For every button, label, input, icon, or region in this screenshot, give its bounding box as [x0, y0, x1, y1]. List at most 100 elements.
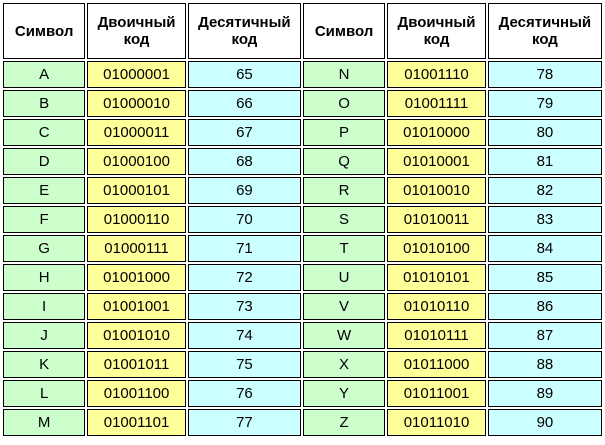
header-cell: Десятичный код: [487, 3, 602, 59]
table-cell: 89: [487, 380, 602, 407]
table-cell: R: [302, 177, 386, 204]
table-cell: 84: [487, 235, 602, 262]
table-row: G 01000111 71 T 01010100 84: [3, 235, 602, 262]
table-cell: 77: [187, 409, 301, 436]
table-cell: Q: [302, 148, 386, 175]
table-row: H 01001000 72 U 01010101 85: [3, 264, 602, 291]
table-cell: Y: [302, 380, 386, 407]
table-row: M 01001101 77 Z 01011010 90: [3, 409, 602, 436]
table-row: B 01000010 66 O 01001111 79: [3, 90, 602, 117]
table-row: K 01001011 75 X 01011000 88: [3, 351, 602, 378]
table-cell: 01001000: [87, 264, 186, 291]
table-cell: 01011010: [387, 409, 486, 436]
table-cell: 73: [187, 293, 301, 320]
table-cell: B: [3, 90, 86, 117]
table-cell: 82: [487, 177, 602, 204]
table-cell: W: [302, 322, 386, 349]
table-cell: 68: [187, 148, 301, 175]
table-cell: 01011001: [387, 380, 486, 407]
table-cell: 90: [487, 409, 602, 436]
table-cell: 01000101: [87, 177, 186, 204]
table-cell: 72: [187, 264, 301, 291]
table-cell: Z: [302, 409, 386, 436]
table-cell: 01000011: [87, 119, 186, 146]
table-cell: 01010000: [387, 119, 486, 146]
table-cell: M: [3, 409, 86, 436]
code-table: Символ Двоичный код Десятичный код Символ Дв…: [1, 1, 604, 438]
table-cell: 01001001: [87, 293, 186, 320]
table-cell: 85: [487, 264, 602, 291]
table-row: I 01001001 73 V 01010110 86: [3, 293, 602, 320]
table-cell: F: [3, 206, 86, 233]
table-cell: 01000111: [87, 235, 186, 262]
table-cell: 01000110: [87, 206, 186, 233]
table-cell: L: [3, 380, 86, 407]
table-cell: X: [302, 351, 386, 378]
table-cell: 01001110: [387, 61, 486, 88]
table-cell: 81: [487, 148, 602, 175]
table-cell: 65: [187, 61, 301, 88]
table-cell: G: [3, 235, 86, 262]
table-cell: H: [3, 264, 86, 291]
table-cell: U: [302, 264, 386, 291]
header-cell: Двоичный код: [387, 3, 486, 59]
table-cell: 01001101: [87, 409, 186, 436]
table-cell: 67: [187, 119, 301, 146]
table-cell: 87: [487, 322, 602, 349]
table-cell: 01010110: [387, 293, 486, 320]
table-cell: 01011000: [387, 351, 486, 378]
table-cell: 01010010: [387, 177, 486, 204]
table-cell: 66: [187, 90, 301, 117]
table-cell: 01000001: [87, 61, 186, 88]
table-cell: 01001010: [87, 322, 186, 349]
table-row: C 01000011 67 P 01010000 80: [3, 119, 602, 146]
table-row: F 01000110 70 S 01010011 83: [3, 206, 602, 233]
table-cell: 88: [487, 351, 602, 378]
table-cell: 75: [187, 351, 301, 378]
header-cell: Десятичный код: [187, 3, 301, 59]
table-row: D 01000100 68 Q 01010001 81: [3, 148, 602, 175]
table-cell: O: [302, 90, 386, 117]
table-cell: 01001100: [87, 380, 186, 407]
table-cell: 01010100: [387, 235, 486, 262]
table-cell: 01010011: [387, 206, 486, 233]
table-row: L 01001100 76 Y 01011001 89: [3, 380, 602, 407]
table-cell: 70: [187, 206, 301, 233]
table-cell: I: [3, 293, 86, 320]
table-cell: 01001011: [87, 351, 186, 378]
table-cell: 01010111: [387, 322, 486, 349]
table-cell: 69: [187, 177, 301, 204]
header-cell: Символ: [3, 3, 86, 59]
table-body: A 01000001 65 N 01001110 78 B 01000010 66 O 010011…: [3, 61, 602, 436]
table-cell: 01001111: [387, 90, 486, 117]
table-cell: 76: [187, 380, 301, 407]
table-cell: D: [3, 148, 86, 175]
table-cell: K: [3, 351, 86, 378]
table-cell: 79: [487, 90, 602, 117]
table-cell: 78: [487, 61, 602, 88]
table-cell: P: [302, 119, 386, 146]
table-cell: 86: [487, 293, 602, 320]
table-cell: C: [3, 119, 86, 146]
table-cell: 71: [187, 235, 301, 262]
table-cell: 01010001: [387, 148, 486, 175]
header-cell: Символ: [302, 3, 386, 59]
table-cell: 01000010: [87, 90, 186, 117]
table-row: E 01000101 69 R 01010010 82: [3, 177, 602, 204]
header-row: Символ Двоичный код Десятичный код Символ Дв…: [3, 3, 602, 59]
header-cell: Двоичный код: [87, 3, 186, 59]
table-row: J 01001010 74 W 01010111 87: [3, 322, 602, 349]
table-cell: V: [302, 293, 386, 320]
table-cell: 83: [487, 206, 602, 233]
table-cell: T: [302, 235, 386, 262]
table-cell: 80: [487, 119, 602, 146]
table-cell: 01010101: [387, 264, 486, 291]
table-cell: 74: [187, 322, 301, 349]
table-cell: S: [302, 206, 386, 233]
table-cell: 01000100: [87, 148, 186, 175]
table-cell: E: [3, 177, 86, 204]
table-cell: N: [302, 61, 386, 88]
table-cell: J: [3, 322, 86, 349]
table-row: A 01000001 65 N 01001110 78: [3, 61, 602, 88]
